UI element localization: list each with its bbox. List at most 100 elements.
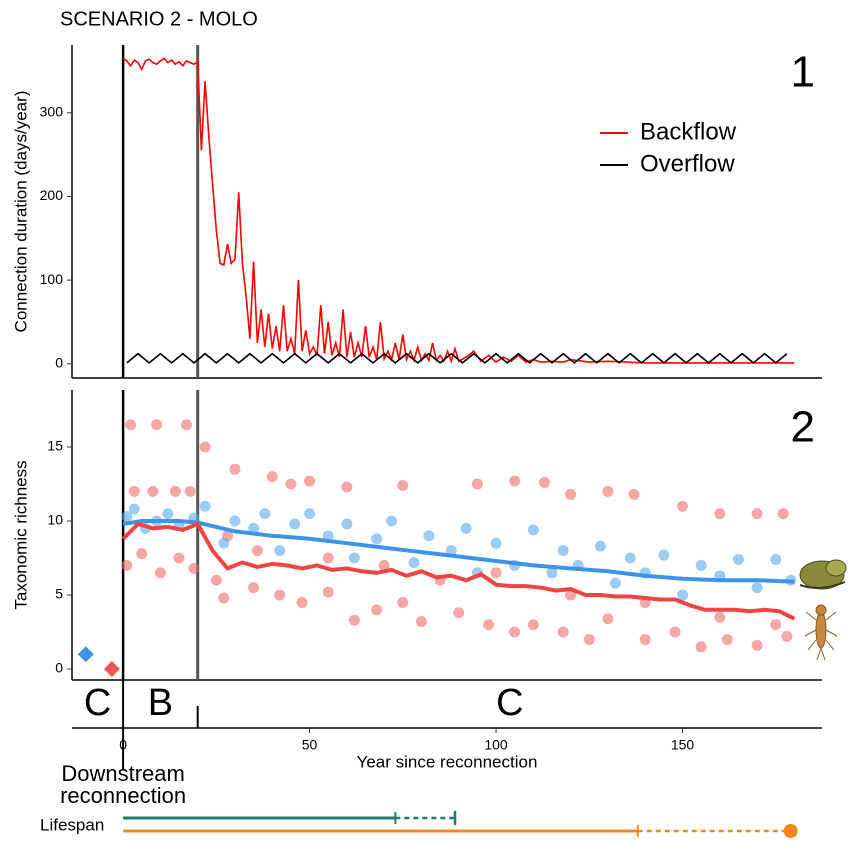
y-tick-label: 5 bbox=[55, 586, 63, 602]
data-point bbox=[266, 471, 278, 483]
snail-icon bbox=[799, 559, 847, 590]
legend-label: Backflow bbox=[640, 118, 737, 145]
data-point bbox=[557, 545, 569, 557]
data-point bbox=[371, 604, 383, 616]
y-axis-label: Taxonomic richness bbox=[11, 460, 30, 609]
data-point bbox=[415, 616, 427, 628]
data-line bbox=[122, 57, 795, 364]
legend-label: Overflow bbox=[640, 150, 735, 177]
data-point bbox=[669, 626, 681, 638]
lifespan-label: Lifespan bbox=[40, 815, 104, 834]
data-point bbox=[154, 567, 166, 579]
data-point bbox=[259, 508, 271, 520]
data-point bbox=[125, 419, 137, 431]
data-point bbox=[218, 537, 230, 549]
data-point bbox=[770, 553, 782, 565]
x-tick-label: 150 bbox=[671, 737, 695, 753]
phase-label: B bbox=[148, 682, 173, 724]
data-point bbox=[539, 477, 551, 489]
data-point bbox=[147, 485, 159, 497]
x-tick-label: 100 bbox=[484, 737, 508, 753]
data-point bbox=[460, 522, 472, 534]
data-point bbox=[527, 524, 539, 536]
y-tick-label: 200 bbox=[40, 187, 64, 203]
data-point bbox=[594, 540, 606, 552]
data-point bbox=[628, 488, 640, 500]
data-point bbox=[322, 552, 334, 564]
data-point bbox=[184, 485, 196, 497]
data-point bbox=[210, 574, 222, 586]
data-point bbox=[677, 589, 689, 601]
data-point bbox=[128, 503, 140, 515]
data-point bbox=[677, 500, 689, 512]
data-point bbox=[714, 611, 726, 623]
data-point bbox=[304, 508, 316, 520]
data-point bbox=[490, 537, 502, 549]
data-point bbox=[624, 552, 636, 564]
data-point bbox=[751, 508, 763, 520]
data-point bbox=[151, 419, 163, 431]
data-point bbox=[453, 607, 465, 619]
data-point bbox=[658, 549, 670, 561]
data-point bbox=[397, 596, 409, 608]
data-point bbox=[121, 559, 133, 571]
data-point bbox=[471, 478, 483, 490]
data-point bbox=[341, 481, 353, 493]
data-point bbox=[218, 592, 230, 604]
smooth-line bbox=[121, 521, 796, 621]
data-point bbox=[169, 485, 181, 497]
data-point bbox=[781, 630, 793, 642]
data-point bbox=[229, 463, 241, 475]
data-point bbox=[714, 508, 726, 520]
data-point bbox=[188, 562, 200, 574]
data-point bbox=[322, 586, 334, 598]
phase-label: C bbox=[84, 682, 111, 724]
data-point bbox=[378, 559, 390, 571]
data-point bbox=[322, 530, 334, 542]
diamond-marker bbox=[77, 646, 94, 663]
data-point bbox=[509, 626, 521, 638]
panel-label: 2 bbox=[791, 403, 815, 452]
y-axis-label: Connection duration (days/year) bbox=[11, 91, 30, 333]
data-point bbox=[751, 639, 763, 651]
x-axis-label: Year since reconnection bbox=[357, 752, 538, 771]
data-point bbox=[423, 530, 435, 542]
data-point bbox=[274, 545, 286, 557]
y-tick-label: 300 bbox=[40, 103, 64, 119]
data-point bbox=[777, 508, 789, 520]
event-label: reconnection bbox=[60, 783, 186, 808]
data-point bbox=[408, 556, 420, 568]
data-point bbox=[732, 553, 744, 565]
data-point bbox=[121, 511, 133, 523]
smooth-line bbox=[122, 519, 795, 584]
panel-label: 1 bbox=[791, 48, 815, 97]
y-tick-label: 100 bbox=[40, 271, 64, 287]
data-point bbox=[639, 633, 651, 645]
data-line bbox=[126, 352, 788, 364]
data-point bbox=[173, 552, 185, 564]
data-point bbox=[341, 518, 353, 530]
data-point bbox=[285, 478, 297, 490]
phase-label: C bbox=[496, 682, 523, 724]
data-point bbox=[397, 479, 409, 491]
data-point bbox=[199, 500, 211, 512]
y-tick-label: 0 bbox=[55, 354, 63, 370]
data-point bbox=[695, 641, 707, 653]
data-point bbox=[770, 619, 782, 631]
lifespan-end bbox=[783, 824, 798, 838]
data-point bbox=[348, 614, 360, 626]
data-point bbox=[509, 475, 521, 487]
y-tick-label: 0 bbox=[55, 660, 63, 676]
data-point bbox=[557, 626, 569, 638]
data-point bbox=[751, 582, 763, 594]
data-point bbox=[304, 475, 316, 487]
data-point bbox=[128, 485, 140, 497]
y-tick-label: 15 bbox=[47, 438, 63, 454]
data-point bbox=[527, 619, 539, 631]
data-point bbox=[248, 522, 260, 534]
data-point bbox=[296, 596, 308, 608]
data-point bbox=[348, 552, 360, 564]
data-point bbox=[251, 545, 263, 557]
data-point bbox=[721, 633, 733, 645]
data-point bbox=[371, 533, 383, 545]
